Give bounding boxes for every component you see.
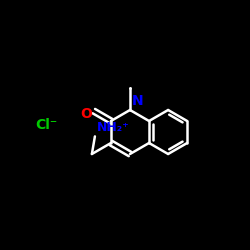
Text: Cl⁻: Cl⁻: [35, 118, 57, 132]
Text: O: O: [80, 107, 92, 121]
Text: NH₂⁺: NH₂⁺: [97, 122, 130, 134]
Text: N: N: [132, 94, 143, 108]
